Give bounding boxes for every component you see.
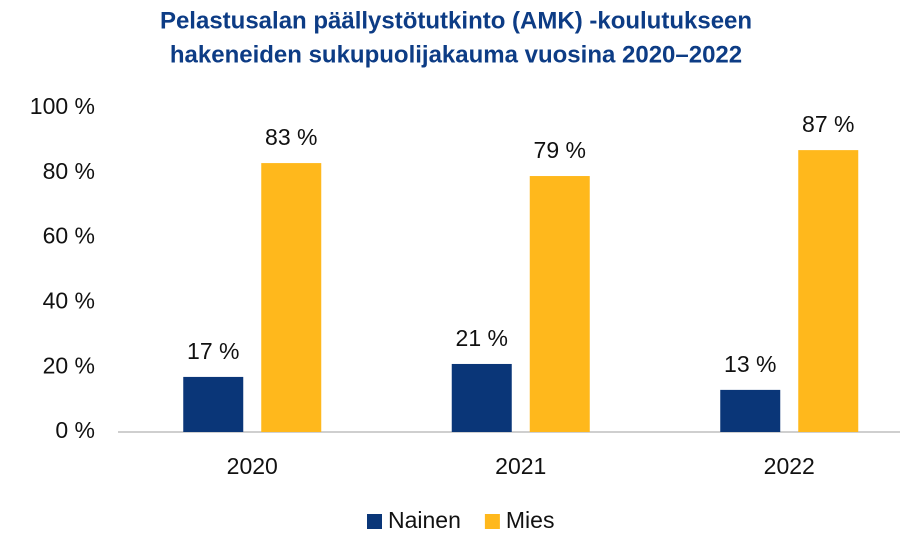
legend-swatch <box>367 514 382 529</box>
value-label: 21 % <box>456 325 508 351</box>
y-tick-label: 60 % <box>43 223 95 249</box>
bar <box>183 376 244 432</box>
y-tick-label: 20 % <box>43 352 95 378</box>
x-tick-label: 2021 <box>495 453 546 479</box>
y-tick-label: 80 % <box>43 158 95 184</box>
value-label: 83 % <box>265 124 317 150</box>
value-label: 17 % <box>187 338 239 364</box>
bar <box>720 389 781 432</box>
bar <box>451 363 512 432</box>
y-tick-label: 40 % <box>43 287 95 313</box>
y-tick-label: 0 % <box>55 417 95 443</box>
legend-swatch <box>484 514 500 529</box>
x-tick-label: 2020 <box>227 453 278 479</box>
value-label: 13 % <box>724 351 776 377</box>
y-tick-label: 100 % <box>30 93 95 119</box>
bar <box>798 150 859 432</box>
chart-title: hakeneiden sukupuolijakauma vuosina 2020… <box>170 41 742 68</box>
value-label: 87 % <box>802 111 854 137</box>
chart-title: Pelastusalan päällystötutkinto (AMK) -ko… <box>160 7 752 34</box>
x-tick-label: 2022 <box>764 453 815 479</box>
legend-label: Nainen <box>388 507 461 533</box>
bar <box>529 176 590 432</box>
bar <box>261 163 322 432</box>
value-label: 79 % <box>534 137 586 163</box>
legend-label: Mies <box>506 507 555 533</box>
